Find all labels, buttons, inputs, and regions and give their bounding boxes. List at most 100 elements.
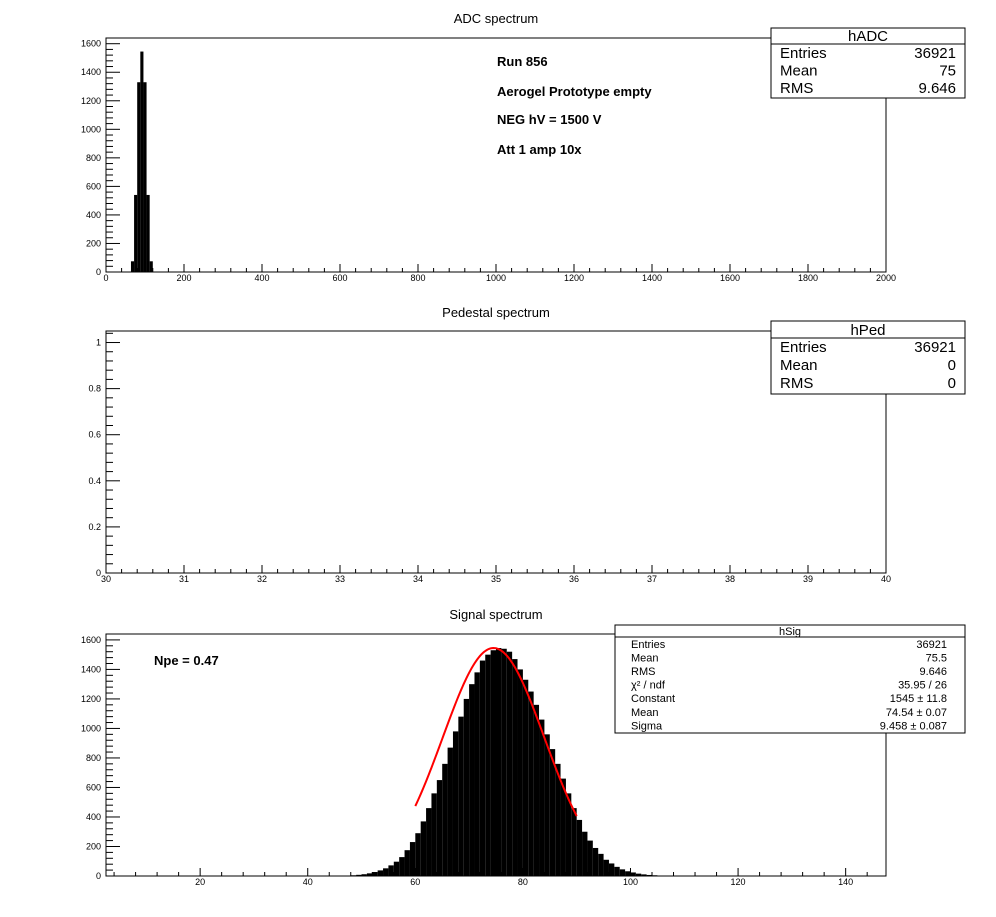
sig-bar [442,763,448,876]
sig-bar [592,847,599,876]
adc-x-tick-label: 200 [176,273,191,283]
adc-y-tick-label: 1600 [81,39,101,49]
adc-x-tick-label: 1800 [798,273,818,283]
sig-bar [555,763,561,876]
ped-x-tick-label: 31 [179,574,189,584]
sig-bar [409,842,416,876]
sig-stats-value: 75.5 [926,652,947,664]
adc-x-tick-label: 1600 [720,273,740,283]
sig-bar [415,833,421,876]
ped-y-tick-label: 0.2 [88,522,101,532]
sig-stats-name: hSig [779,626,801,638]
sig-bar [517,669,523,876]
adc-bar [134,194,138,272]
sig-bar [388,865,394,876]
sig-y-tick-label: 600 [86,782,101,792]
adc-x-tick-label: 800 [410,273,425,283]
ped-x-tick-label: 38 [725,574,735,584]
sig-y-tick-label: 200 [86,841,101,851]
sig-bar [496,648,502,876]
sig-stats-value: 9.646 [919,666,947,678]
sig-bar [528,691,534,876]
sig-bar [522,679,529,876]
sig-y-tick-label: 1000 [81,723,101,733]
ped-x-tick-label: 32 [257,574,267,584]
sig-bar [587,840,593,876]
sig-bar [533,704,540,876]
sig-y-tick-label: 1200 [81,694,101,704]
sig-stats-frame [614,624,966,734]
sig-bar [356,874,362,876]
sig-x-tick-label: 120 [731,877,746,887]
sig-bar [474,672,480,876]
ped-stats-label: RMS [780,375,813,392]
sig-bar [485,654,491,876]
sig-annotation: Npe = 0.47 [154,653,219,668]
sig-bar [619,869,626,876]
adc-y-tick-label: 400 [86,210,101,220]
adc-stats-frame [770,27,966,99]
sig-bar [652,875,658,876]
sig-title: Signal spectrum [449,607,542,622]
ped-x-tick-label: 30 [101,574,111,584]
sig-fit-curve [414,647,578,817]
adc-x-tick-label: 400 [254,273,269,283]
adc-bar [149,261,153,272]
adc-y-tick-label: 600 [86,181,101,191]
adc-y-tick-label: 800 [86,153,101,163]
sig-bar [646,874,652,876]
ped-y-tick-label: 0 [96,568,101,578]
adc-x-tick-label: 0 [103,273,108,283]
sig-bar [490,650,496,876]
adc-bar [143,82,147,272]
sig-stats-label: Mean [631,707,659,719]
sig-stats-label: Constant [631,693,675,705]
sig-stats-label: RMS [631,666,655,678]
sig-bar [512,659,518,876]
ped-panel: Pedestal spectrum 30 31 32 33 34 35 36 37 38 39 40 0… [88,305,966,584]
adc-annotation: Aerogel Prototype empty [497,84,652,99]
sig-bar [544,734,550,876]
sig-x-tick-label: 40 [303,877,313,887]
sig-x-tick-label: 80 [518,877,528,887]
adc-x-tick-label: 2000 [876,273,896,283]
adc-y-tick-label: 1000 [81,124,101,134]
ped-stats-value: 0 [948,375,956,392]
adc-frame [105,37,887,273]
adc-stats-label: RMS [780,80,813,97]
sig-bar [383,868,389,876]
adc-annotation: Run 856 [497,54,548,69]
ped-y-tick-label: 0.4 [88,476,101,486]
sig-bar [614,866,620,876]
sig-y-tick-label: 0 [96,871,101,881]
ped-x-tick-label: 36 [569,574,579,584]
sig-bar [635,873,642,876]
ped-stats-value: 36921 [914,339,956,356]
adc-title: ADC spectrum [454,11,539,26]
adc-panel: ADC spectrum 0 200 400 600 800 1000 1200 1400 160… [81,11,966,283]
adc-x-tick-label: 1000 [486,273,506,283]
adc-stats-box: hADC Entries 36921 Mean 75 RMS 9.646 [770,27,966,99]
adc-x-tick-label: 600 [332,273,347,283]
sig-bar [539,719,545,876]
sig-stats-label: Mean [631,652,659,664]
sig-bar [479,660,486,876]
ped-y-tick-label: 1 [96,338,101,348]
sig-bar [469,684,475,876]
sig-bar [404,850,410,876]
adc-stats-label: Mean [780,62,818,79]
sig-bar [565,793,572,876]
ped-stats-value: 0 [948,357,956,374]
sig-bar [549,749,556,876]
sig-y-tick-label: 800 [86,753,101,763]
sig-bar [625,871,631,876]
sig-bar [426,808,432,876]
adc-stats-value: 75 [939,62,956,79]
sig-stats-label: χ² / ndf [631,680,666,692]
sig-x-tick-label: 140 [838,877,853,887]
sig-bar [458,716,464,876]
sig-bar [393,861,400,876]
adc-stats-label: Entries [780,45,827,62]
sig-bar [630,872,636,876]
